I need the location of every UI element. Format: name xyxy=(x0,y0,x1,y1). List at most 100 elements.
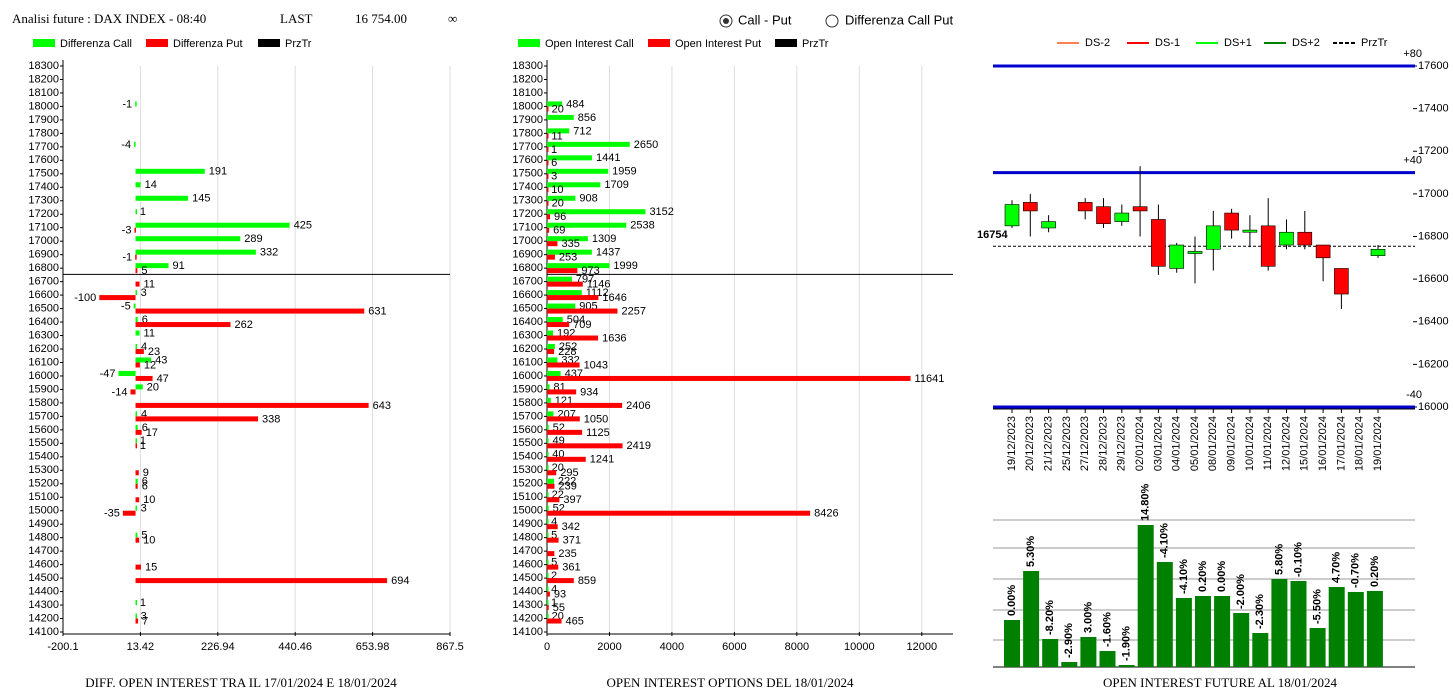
data-label: 342 xyxy=(562,521,580,533)
data-label: 3 xyxy=(141,610,147,622)
y-tick-label: 15500 xyxy=(28,437,59,449)
bar xyxy=(135,344,138,349)
x-tick-label: 18/01/2024 xyxy=(1354,416,1366,471)
bar xyxy=(547,564,559,570)
data-label: 338 xyxy=(262,413,280,425)
legend-swatch xyxy=(33,39,55,47)
data-label: 465 xyxy=(566,615,584,627)
y-tick-label: 18300 xyxy=(512,60,543,72)
y-tick-label: 14600 xyxy=(28,559,59,571)
y-tick-label: 18300 xyxy=(28,60,59,72)
x-tick-label: 02/01/2024 xyxy=(1134,416,1146,471)
bar xyxy=(547,222,627,228)
bar-annotation: 5.80% xyxy=(1273,544,1285,575)
bar xyxy=(547,146,549,152)
data-label: 2406 xyxy=(626,400,650,412)
data-label: 253 xyxy=(559,252,577,264)
y-tick-label: 15200 xyxy=(28,478,59,490)
legend-label: DS-1 xyxy=(1155,37,1180,49)
bar-annotation: -0.10% xyxy=(1292,542,1304,577)
y-tick-label: 15800 xyxy=(28,397,59,409)
y-tick-label: 14200 xyxy=(28,612,59,624)
data-label: 1959 xyxy=(612,166,636,178)
bar xyxy=(1061,662,1078,667)
y-tick-label: 16900 xyxy=(512,249,543,261)
data-label: 2419 xyxy=(627,440,651,452)
option-label[interactable]: Differenza Call Put xyxy=(845,12,954,27)
bar-annotation: 0.00% xyxy=(1216,561,1228,592)
y-tick-label: 14400 xyxy=(28,585,59,597)
bar xyxy=(135,330,140,336)
bar xyxy=(135,402,369,408)
legend-label: PrzTr xyxy=(1361,37,1388,49)
data-label: 1709 xyxy=(604,179,628,191)
data-label: 1 xyxy=(140,206,146,218)
y-tick-label: 16600 xyxy=(28,289,59,301)
bar xyxy=(547,443,623,449)
bar-annotation: 5.30% xyxy=(1025,536,1037,567)
data-label: 1646 xyxy=(602,292,626,304)
option-label[interactable]: Call - Put xyxy=(738,12,792,27)
y-tick-label: 16000 xyxy=(28,370,59,382)
x-tick-label: 19/01/2024 xyxy=(1372,416,1384,471)
y-tick-label: 16500 xyxy=(512,302,543,314)
y-tick-label: 15600 xyxy=(28,424,59,436)
y-tick-label: 16200 xyxy=(512,343,543,355)
bar xyxy=(547,317,563,323)
bar xyxy=(135,254,137,260)
y-tick-label: 16900 xyxy=(28,249,59,261)
radio-diff[interactable] xyxy=(825,14,839,28)
data-label: 631 xyxy=(368,305,386,317)
bar xyxy=(547,308,618,314)
bar xyxy=(547,114,574,120)
bar xyxy=(99,295,136,301)
x-tick-label: 25/12/2023 xyxy=(1061,416,1073,471)
bar xyxy=(547,389,577,395)
y-tick-label: 17000 xyxy=(512,235,543,247)
bar xyxy=(547,497,560,503)
bar xyxy=(135,505,138,511)
bar xyxy=(1328,587,1345,667)
bar xyxy=(547,613,549,619)
infinity: ∞ xyxy=(448,11,457,26)
y-tick-label: 17400 xyxy=(1418,103,1449,115)
bar xyxy=(135,209,138,215)
bar-annotation: -1.60% xyxy=(1101,612,1113,647)
bar xyxy=(135,478,138,484)
y-tick-label: 14500 xyxy=(28,572,59,584)
chart-title: OPEN INTEREST FUTURE AL 18/01/2024 xyxy=(1103,675,1338,690)
bar xyxy=(135,101,137,107)
bar xyxy=(547,429,583,435)
data-label: -47 xyxy=(100,368,116,380)
x-tick-label: 440.46 xyxy=(278,641,312,653)
y-tick-label: 17100 xyxy=(28,222,59,234)
bar xyxy=(135,443,138,449)
x-tick-label: -200.1 xyxy=(47,641,78,653)
data-label: 91 xyxy=(173,260,185,272)
data-label: -4 xyxy=(121,139,131,151)
y-tick-label: 18000 xyxy=(512,100,543,112)
data-label: 1 xyxy=(140,440,146,452)
bar xyxy=(135,618,139,624)
x-tick-label: 16/01/2024 xyxy=(1317,416,1329,471)
y-tick-label: 14800 xyxy=(28,532,59,544)
bar xyxy=(134,227,136,233)
bar xyxy=(135,600,138,606)
data-label: 262 xyxy=(235,319,253,331)
data-label: 289 xyxy=(244,233,262,245)
data-label: 3 xyxy=(141,287,147,299)
y-tick-label: 17800 xyxy=(28,127,59,139)
data-label: 20 xyxy=(147,381,159,393)
legend-label: Open Interest Call xyxy=(545,38,634,50)
y-tick-label: 16400 xyxy=(512,316,543,328)
bar xyxy=(135,222,290,228)
candle-body xyxy=(1169,244,1184,269)
x-tick-label: 867.5 xyxy=(436,641,464,653)
bar-annotation: -4.10% xyxy=(1178,559,1190,594)
data-label: 1636 xyxy=(602,332,626,344)
data-label: 1 xyxy=(140,597,146,609)
x-tick-label: 29/12/2023 xyxy=(1116,416,1128,471)
y-tick-label: 16400 xyxy=(1418,316,1449,328)
y-tick-label: 14900 xyxy=(512,518,543,530)
y-tick-label: 17800 xyxy=(512,127,543,139)
